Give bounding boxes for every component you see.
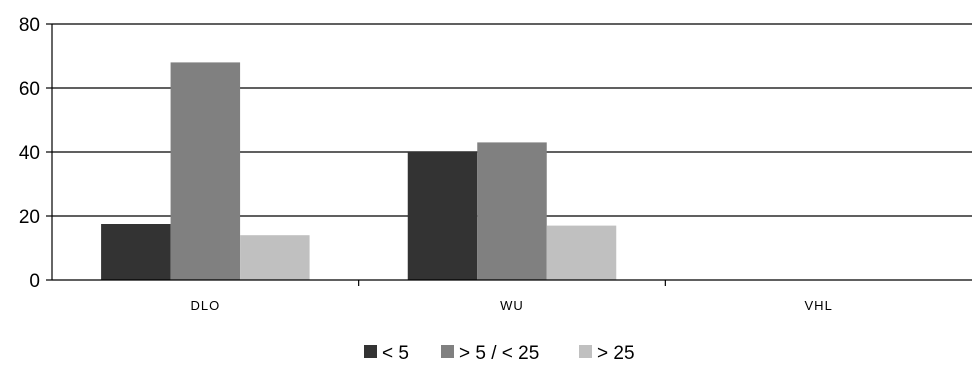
y-tick-label: 60 bbox=[19, 79, 40, 100]
legend-label: > 5 / < 25 bbox=[459, 343, 539, 364]
y-tick-label: 0 bbox=[29, 271, 40, 292]
x-tick-label: VHL bbox=[805, 298, 833, 313]
bar-wu-series-1 bbox=[407, 152, 478, 280]
x-tick-label: WU bbox=[500, 298, 524, 313]
y-tick-label: 40 bbox=[19, 143, 40, 164]
legend: < 5 > 5 / < 25 > 25 bbox=[364, 343, 635, 364]
axes bbox=[46, 23, 972, 286]
legend-swatch bbox=[441, 345, 454, 358]
x-tick-labels: DLO WU VHL bbox=[190, 298, 833, 313]
legend-label: < 5 bbox=[382, 343, 409, 364]
legend-swatch bbox=[579, 345, 592, 358]
bar-dlo-series-2 bbox=[170, 62, 241, 281]
bars bbox=[101, 62, 617, 281]
y-tick-label: 80 bbox=[19, 15, 40, 36]
y-tick-label: 20 bbox=[19, 207, 40, 228]
x-tick-label: DLO bbox=[190, 298, 220, 313]
legend-swatch bbox=[364, 345, 377, 358]
bar-wu-series-2 bbox=[477, 142, 547, 280]
bar-wu-series-3 bbox=[546, 225, 617, 280]
y-tick-labels: 0 20 40 60 80 bbox=[19, 15, 40, 292]
bar-dlo-series-1 bbox=[101, 224, 171, 280]
legend-label: > 25 bbox=[597, 343, 635, 364]
bar-dlo-series-3 bbox=[240, 235, 310, 280]
